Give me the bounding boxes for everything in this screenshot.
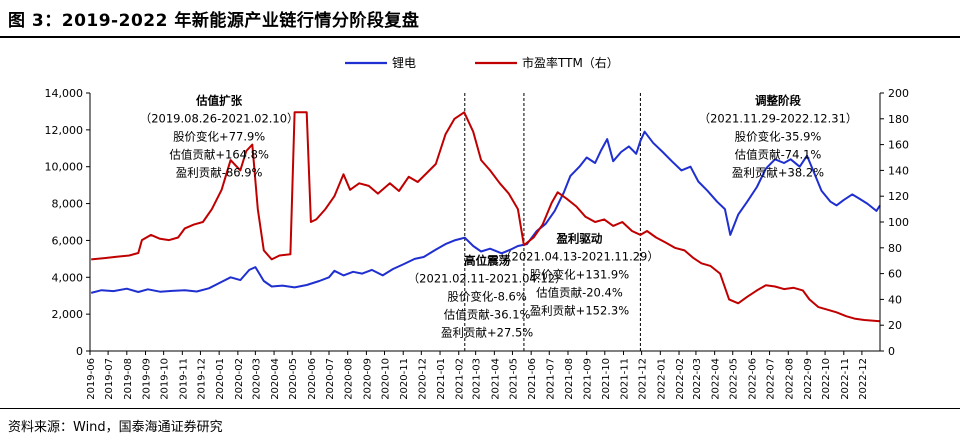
annotation-line: 股价变化+131.9% bbox=[530, 268, 630, 282]
y-right-tick-label: 180 bbox=[888, 113, 909, 126]
figure-title: 图 3：2019-2022 年新能源产业链行情分阶段复盘 bbox=[8, 11, 420, 31]
x-tick-label: 2022-03 bbox=[692, 358, 703, 400]
source-divider bbox=[0, 408, 960, 409]
legend-label: 市盈率TTM（右） bbox=[522, 55, 619, 70]
annotation-title: 估值扩张 bbox=[195, 94, 242, 108]
y-left-tick-label: 12,000 bbox=[45, 124, 84, 137]
annotation-line: 估值贡献-20.4% bbox=[536, 286, 623, 300]
x-tick-label: 2020-12 bbox=[417, 358, 428, 400]
annotation-title: 高位震荡 bbox=[464, 254, 510, 268]
x-tick-label: 2020-01 bbox=[215, 358, 226, 400]
y-left-tick-label: 0 bbox=[76, 345, 83, 358]
y-right-tick-label: 160 bbox=[888, 139, 909, 152]
y-left-tick-label: 10,000 bbox=[45, 161, 84, 174]
annotation-line: （2021.11.29-2022.12.31） bbox=[699, 112, 858, 126]
x-tick-label: 2020-08 bbox=[344, 358, 355, 400]
annotation-title: 调整阶段 bbox=[755, 94, 801, 108]
x-tick-label: 2022-02 bbox=[675, 358, 686, 400]
x-tick-label: 2021-01 bbox=[436, 358, 447, 400]
x-tick-label: 2020-11 bbox=[399, 358, 410, 400]
y-left-tick-label: 8,000 bbox=[52, 198, 84, 211]
source-note: 资料来源：Wind，国泰海通证券研究 bbox=[8, 420, 223, 435]
x-tick-label: 2021-06 bbox=[527, 358, 538, 400]
x-tick-label: 2019-10 bbox=[160, 358, 171, 400]
x-tick-label: 2022-10 bbox=[821, 358, 832, 400]
x-tick-label: 2022-01 bbox=[656, 358, 667, 400]
x-tick-label: 2021-07 bbox=[545, 358, 556, 400]
x-tick-label: 2021-12 bbox=[638, 358, 649, 400]
annotation-line: 盈利贡献+152.3% bbox=[530, 304, 630, 318]
x-tick-label: 2019-09 bbox=[142, 358, 153, 400]
y-left-tick-label: 14,000 bbox=[45, 87, 84, 100]
x-tick-label: 2022-04 bbox=[711, 358, 722, 400]
y-right-tick-label: 120 bbox=[888, 190, 909, 203]
legend-label: 锂电 bbox=[392, 55, 416, 70]
x-tick-label: 2022-08 bbox=[784, 358, 795, 400]
y-right-tick-label: 20 bbox=[888, 319, 902, 332]
annotation-title: 盈利驱动 bbox=[555, 232, 602, 246]
x-tick-label: 2019-06 bbox=[86, 358, 97, 400]
y-right-tick-label: 60 bbox=[888, 268, 902, 281]
annotation-line: 盈利贡献+38.2% bbox=[732, 166, 824, 180]
x-tick-label: 2021-02 bbox=[455, 358, 466, 400]
x-tick-label: 2022-09 bbox=[803, 358, 814, 400]
legend: 锂电 市盈率TTM（右） bbox=[345, 55, 619, 70]
x-tick-label: 2019-07 bbox=[104, 358, 115, 400]
x-tick-label: 2022-11 bbox=[840, 358, 851, 400]
x-tick-label: 2022-07 bbox=[766, 358, 777, 400]
x-tick-label: 2020-07 bbox=[325, 358, 336, 400]
axes: 0 2,000 4,000 6,000 8,000 10,000 12,000 14,000 0… bbox=[45, 87, 910, 400]
series-line-pe bbox=[91, 111, 881, 323]
x-tick-label: 2020-09 bbox=[362, 358, 373, 400]
x-tick-label: 2022-05 bbox=[729, 358, 740, 400]
x-tick-label: 2019-08 bbox=[123, 358, 134, 400]
x-tick-label: 2020-02 bbox=[234, 358, 245, 400]
y-right-tick-label: 200 bbox=[888, 87, 909, 100]
annotation-line: 股价变化-8.6% bbox=[447, 290, 526, 304]
annotation-line: （2019.08.26-2021.02.10） bbox=[140, 112, 299, 126]
annotation-line: 盈利贡献-86.9% bbox=[176, 166, 263, 180]
y-right-tick-label: 40 bbox=[888, 293, 902, 306]
y-left-tick-label: 6,000 bbox=[52, 234, 84, 247]
x-tick-label: 2021-05 bbox=[508, 358, 519, 400]
x-tick-label: 2020-10 bbox=[381, 358, 392, 400]
series-layer bbox=[90, 111, 881, 323]
x-tick-label: 2021-03 bbox=[472, 358, 483, 400]
x-tick-label: 2020-06 bbox=[307, 358, 318, 400]
series-line-lithium bbox=[90, 130, 881, 294]
x-tick-label: 2020-05 bbox=[288, 358, 299, 400]
y-right-tick-label: 80 bbox=[888, 242, 902, 255]
annotation-line: 股价变化+77.9% bbox=[173, 130, 265, 144]
x-tick-label: 2019-12 bbox=[196, 358, 207, 400]
annotation-line: （2021.04.13-2021.11.29） bbox=[500, 250, 659, 264]
x-tick-label: 2022-12 bbox=[858, 358, 869, 400]
phase-chart: 0 2,000 4,000 6,000 8,000 10,000 12,000 14,000 0… bbox=[45, 55, 910, 400]
annotation-line: （2021.02.11-2021.04.12） bbox=[408, 272, 567, 286]
x-tick-label: 2020-03 bbox=[251, 358, 262, 400]
annotation-line: 估值贡献-36.1% bbox=[444, 308, 531, 322]
annotation-line: 估值贡献-74.1% bbox=[735, 148, 822, 162]
y-right-tick-label: 140 bbox=[888, 164, 909, 177]
x-tick-label: 2021-10 bbox=[601, 358, 612, 400]
annotation-line: 估值贡献+164.8% bbox=[169, 148, 269, 162]
x-tick-label: 2021-04 bbox=[490, 358, 501, 400]
x-tick-label: 2019-11 bbox=[178, 358, 189, 400]
y-left-tick-label: 4,000 bbox=[52, 271, 84, 284]
y-left-tick-label: 2,000 bbox=[52, 308, 84, 321]
phase-lines bbox=[464, 93, 641, 351]
annotations: 估值扩张 （2019.08.26-2021.02.10） 股价变化+77.9% 估值贡… bbox=[140, 94, 858, 340]
annotation-line: 股价变化-35.9% bbox=[735, 130, 822, 144]
x-tick-label: 2022-06 bbox=[747, 358, 758, 400]
x-tick-label: 2021-11 bbox=[620, 358, 631, 400]
x-tick-label: 2021-09 bbox=[583, 358, 594, 400]
y-right-tick-label: 100 bbox=[888, 216, 909, 229]
annotation-line: 盈利贡献+27.5% bbox=[441, 326, 533, 340]
title-divider bbox=[0, 36, 960, 38]
x-tick-label: 2020-04 bbox=[270, 358, 281, 400]
y-right-tick-label: 0 bbox=[888, 345, 895, 358]
x-tick-label: 2021-08 bbox=[564, 358, 575, 400]
